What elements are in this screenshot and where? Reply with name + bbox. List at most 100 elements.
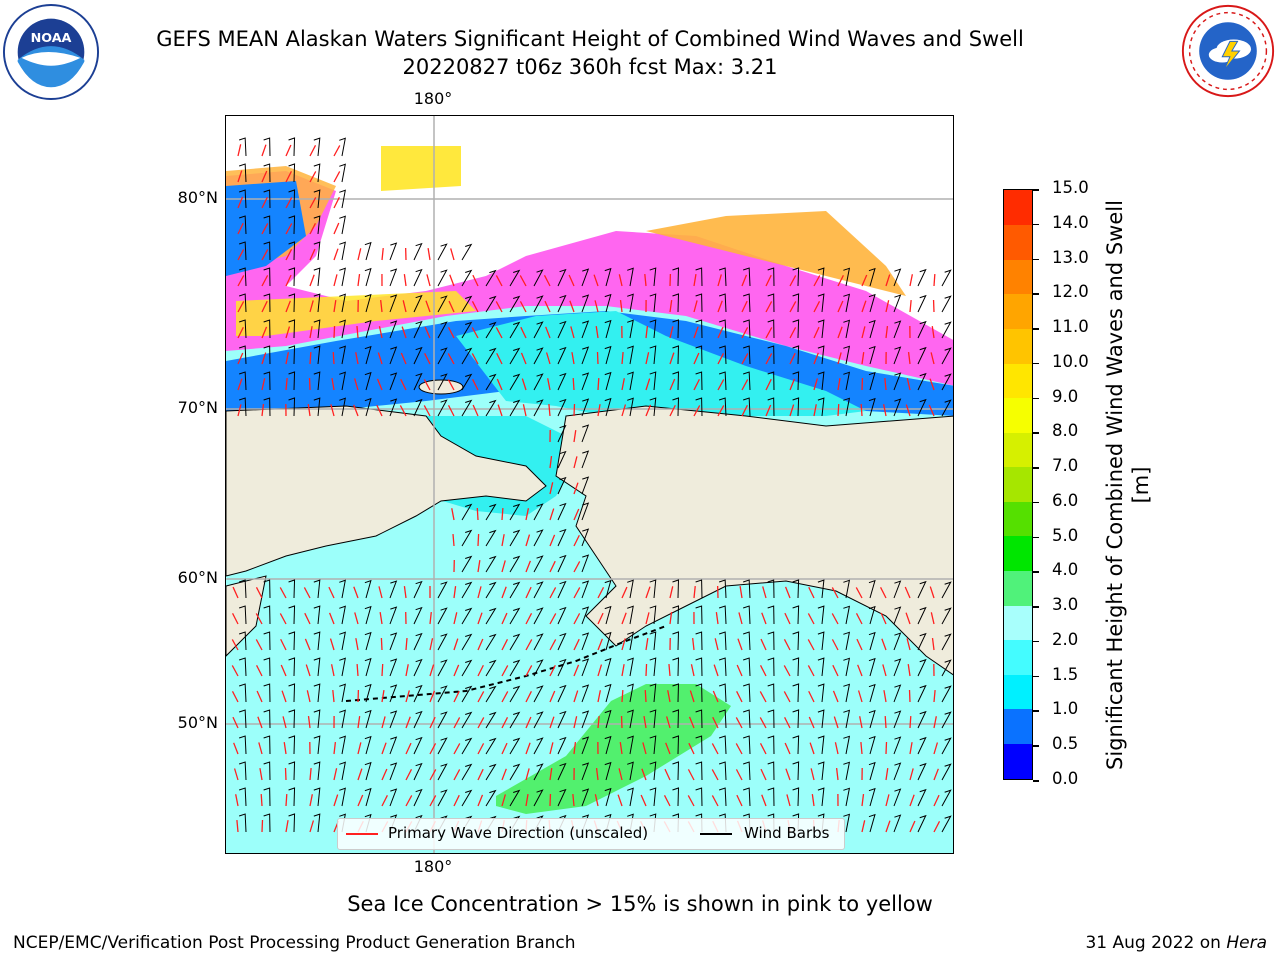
wind-barb	[263, 605, 271, 625]
wave-arrow	[665, 742, 671, 755]
wave-arrow	[618, 274, 623, 287]
wind-barb	[718, 267, 727, 287]
wind-barb	[557, 476, 567, 495]
wind-barb	[672, 761, 680, 781]
wave-arrow	[785, 768, 791, 781]
wave-arrow	[807, 665, 815, 677]
wave-arrow	[303, 587, 311, 599]
wave-arrow	[261, 326, 268, 339]
wave-arrow	[597, 664, 603, 677]
wave-arrow	[333, 274, 338, 287]
wave-arrow	[333, 300, 337, 313]
wave-arrow	[353, 404, 359, 417]
wave-arrow	[759, 743, 767, 755]
wind-barb	[413, 788, 423, 807]
wind-barb	[941, 737, 952, 755]
wind-barb	[461, 789, 473, 807]
wave-arrow	[765, 404, 772, 417]
wave-arrow	[381, 716, 386, 729]
wind-barb	[581, 372, 590, 391]
wind-barb	[461, 607, 473, 625]
wind-barb	[239, 319, 247, 339]
wave-arrow	[426, 274, 431, 287]
wave-arrow	[329, 638, 335, 651]
wind-barb	[485, 347, 497, 365]
wind-barb	[718, 579, 727, 599]
wind-barb	[239, 163, 247, 183]
wave-arrow	[258, 742, 263, 755]
wind-barb	[817, 267, 825, 287]
wind-barb	[364, 761, 372, 781]
wave-arrow	[380, 637, 383, 651]
wind-barb	[627, 787, 634, 807]
wind-barb	[313, 215, 321, 235]
wind-barb	[581, 580, 590, 599]
wind-barb	[649, 605, 657, 625]
wind-barb	[288, 319, 296, 339]
wave-arrow	[328, 586, 335, 599]
wind-barb	[792, 293, 800, 313]
wind-barb	[941, 399, 952, 417]
wave-arrow	[837, 326, 843, 339]
wave-arrow	[237, 404, 242, 417]
wind-barb	[672, 293, 680, 313]
wave-arrow	[645, 663, 648, 677]
wind-barb	[461, 269, 473, 287]
wind-barb	[263, 397, 271, 417]
wind-barb	[868, 657, 876, 677]
wind-barb	[313, 683, 321, 703]
wave-arrow	[837, 403, 840, 417]
wind-barb	[792, 397, 800, 417]
wave-arrow	[549, 508, 555, 521]
wave-arrow	[472, 378, 479, 391]
wind-barb	[718, 657, 727, 677]
wind-barb	[893, 710, 902, 729]
wave-arrow	[737, 638, 743, 651]
wind-barb	[239, 345, 247, 365]
wave-arrow	[333, 248, 339, 261]
wind-barb	[509, 347, 521, 365]
noaa-logo: NOAA	[2, 3, 100, 101]
wind-barb	[941, 633, 952, 651]
wave-arrow	[595, 768, 599, 781]
wave-arrow	[594, 300, 599, 313]
wave-arrow	[909, 794, 915, 807]
wave-arrow	[405, 637, 408, 651]
wave-arrow	[405, 664, 409, 677]
wave-arrow	[641, 768, 647, 781]
wave-arrow	[759, 691, 767, 703]
wind-barb	[239, 683, 247, 703]
wind-barb	[893, 632, 902, 651]
wind-barb	[843, 397, 851, 417]
lat-label-50: 50°N	[177, 713, 218, 732]
wind-barb	[389, 372, 398, 391]
wave-arrow	[549, 482, 554, 495]
wind-barb	[288, 761, 296, 781]
wave-arrow	[495, 327, 503, 339]
wave-arrow	[735, 743, 743, 755]
wave-arrow	[712, 716, 719, 729]
colorbar-tick-mark	[1033, 397, 1039, 400]
wave-arrow	[501, 768, 507, 781]
wave-arrow	[571, 352, 575, 365]
wave-arrow	[304, 638, 311, 651]
wave-arrow	[907, 664, 911, 677]
wind-barb	[485, 789, 497, 807]
wave-arrow	[549, 742, 554, 755]
wave-arrow	[451, 508, 455, 521]
wind-barb	[461, 321, 473, 339]
wave-arrow	[357, 768, 363, 781]
wave-arrow	[930, 352, 935, 365]
wave-arrow	[285, 144, 292, 157]
wind-barb	[792, 631, 800, 651]
wave-arrow	[831, 613, 839, 625]
wind-barb	[843, 631, 851, 651]
wind-barb	[767, 293, 775, 313]
wind-barb	[509, 399, 521, 417]
wind-barb	[313, 371, 321, 391]
wave-arrow	[741, 353, 749, 365]
wind-barb	[485, 763, 497, 781]
wind-barb	[313, 267, 321, 287]
wave-arrow	[861, 352, 865, 365]
wind-barb	[485, 529, 497, 547]
